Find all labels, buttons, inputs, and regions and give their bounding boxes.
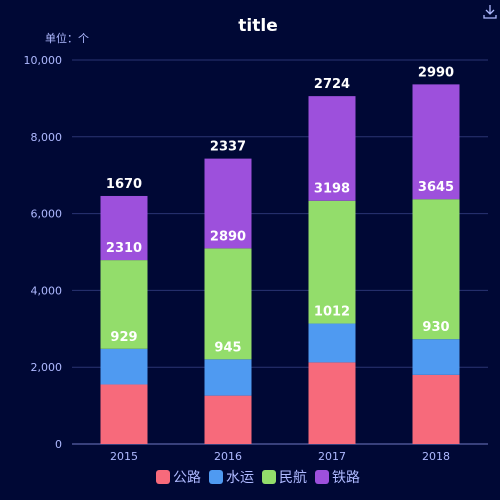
- data-label: 2990: [418, 65, 454, 80]
- bar-segment: [204, 158, 252, 249]
- bar-segment: [308, 200, 356, 324]
- data-label: 929: [110, 330, 137, 345]
- y-tick-label: 0: [55, 438, 62, 451]
- data-label: 1670: [106, 177, 142, 192]
- data-label: 3645: [418, 180, 454, 195]
- chart-title: title: [238, 16, 278, 36]
- data-label: 2890: [210, 229, 246, 244]
- legend-label: 水运: [226, 470, 254, 486]
- legend-swatch: [262, 470, 276, 484]
- y-tick-label: 10,000: [24, 54, 63, 67]
- bar-segment: [100, 384, 148, 444]
- data-label: 930: [422, 320, 449, 335]
- legend-label: 铁路: [332, 470, 360, 486]
- legend-item[interactable]: 水运: [209, 467, 254, 487]
- data-label: 2724: [314, 77, 350, 92]
- y-tick-label: 8,000: [31, 131, 63, 144]
- x-tick-label: 2015: [110, 450, 138, 463]
- data-label: 2337: [210, 140, 246, 155]
- x-tick-label: 2016: [214, 450, 242, 463]
- data-label: 1012: [314, 305, 350, 320]
- data-label: 2310: [106, 241, 142, 256]
- legend-swatch: [315, 470, 329, 484]
- bar-segment: [412, 374, 460, 444]
- x-tick-label: 2017: [318, 450, 346, 463]
- legend-item[interactable]: 民航: [262, 467, 307, 487]
- legend-label: 民航: [279, 470, 307, 486]
- bar-segment: [308, 96, 356, 201]
- download-icon[interactable]: [482, 4, 498, 20]
- y-tick-label: 4,000: [31, 284, 63, 297]
- bar-segment: [308, 362, 356, 444]
- x-tick-label: 2018: [422, 450, 450, 463]
- bar-segment: [100, 260, 148, 349]
- bar-segment: [100, 195, 148, 261]
- legend-swatch: [209, 470, 223, 484]
- data-label: 945: [214, 340, 241, 355]
- bar-segment: [204, 395, 252, 444]
- bar-segment: [412, 84, 460, 200]
- y-tick-label: 6,000: [31, 208, 63, 221]
- chart-legend: 公路 水运 民航 铁路: [0, 467, 500, 487]
- y-tick-label: 2,000: [31, 361, 63, 374]
- bar-segment: [412, 199, 460, 340]
- data-label: 3198: [314, 182, 350, 197]
- bar-segment: [308, 323, 356, 363]
- bar-segment: [204, 248, 252, 360]
- unit-label: 单位：个: [45, 32, 89, 45]
- legend-item[interactable]: 铁路: [315, 467, 360, 487]
- bar-segment: [100, 348, 148, 385]
- legend-item[interactable]: 公路: [156, 467, 201, 487]
- legend-swatch: [156, 470, 170, 484]
- bar-segment: [204, 359, 252, 396]
- bar-segment: [412, 339, 460, 375]
- legend-label: 公路: [173, 470, 201, 486]
